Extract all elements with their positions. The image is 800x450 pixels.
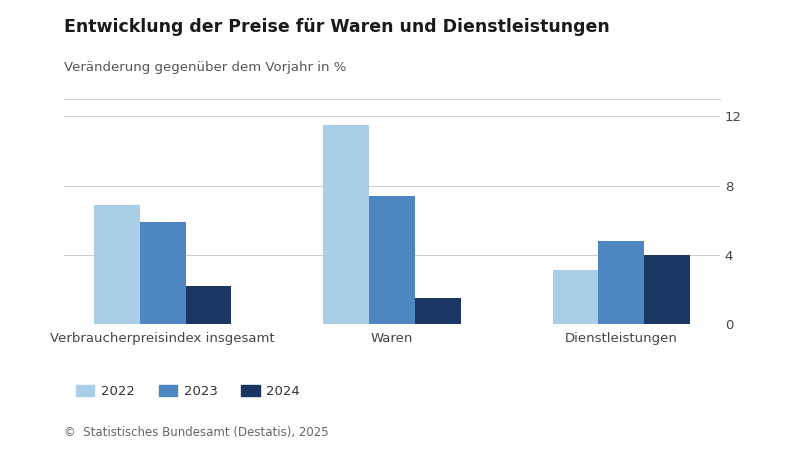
Bar xyxy=(415,298,461,324)
Legend: 2022, 2023, 2024: 2022, 2023, 2024 xyxy=(70,380,306,404)
Bar xyxy=(369,196,415,324)
Bar xyxy=(553,270,598,324)
Text: Entwicklung der Preise für Waren und Dienstleistungen: Entwicklung der Preise für Waren und Die… xyxy=(64,18,610,36)
Bar xyxy=(140,222,186,324)
Bar xyxy=(323,125,369,324)
Bar xyxy=(598,241,644,324)
Text: ©  Statistisches Bundesamt (Destatis), 2025: © Statistisches Bundesamt (Destatis), 20… xyxy=(64,426,329,439)
Text: Veränderung gegenüber dem Vorjahr in %: Veränderung gegenüber dem Vorjahr in % xyxy=(64,61,346,74)
Bar xyxy=(186,286,231,324)
Bar xyxy=(94,205,140,324)
Bar xyxy=(644,255,690,324)
